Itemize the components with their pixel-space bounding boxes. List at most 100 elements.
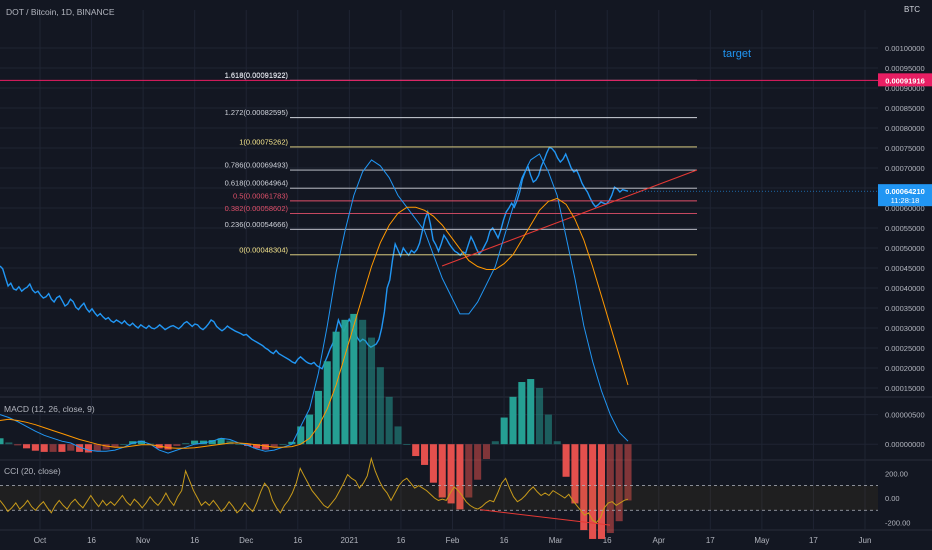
macd-histogram-bar <box>323 361 331 445</box>
macd-histogram-bar <box>279 444 287 445</box>
x-tick-label: Feb <box>446 536 460 545</box>
macd-histogram-bar <box>58 444 66 452</box>
macd-histogram-bar <box>226 440 234 445</box>
fib-level-label: 1.272(0.00082595) <box>225 108 289 117</box>
macd-histogram-bar <box>509 396 517 445</box>
macd-histogram-bar <box>252 444 261 449</box>
macd-histogram-bar <box>22 444 31 449</box>
y-tick-label: 0.00055000 <box>885 224 925 233</box>
x-tick-label: 16 <box>396 536 405 545</box>
target-price-label: 0.00091916 <box>885 76 925 85</box>
macd-histogram-bar <box>261 444 269 450</box>
fib-level-label: 1(0.00075262) <box>239 137 288 146</box>
y-tick-label: 0.00025000 <box>885 344 925 353</box>
x-tick-label: 17 <box>809 536 818 545</box>
macd-histogram-bar <box>367 337 376 445</box>
current-price-label: 0.00064210 <box>885 187 925 196</box>
y-tick-label: 0.00015000 <box>885 384 925 393</box>
macd-histogram-bar <box>376 367 384 445</box>
cci-divergence-line <box>479 509 611 526</box>
y-tick-label: 0.00075000 <box>885 144 925 153</box>
macd-histogram-bar <box>615 444 623 522</box>
macd-histogram-bar <box>102 444 110 450</box>
macd-histogram-bar <box>553 441 561 445</box>
trend-line <box>441 169 698 267</box>
macd-histogram-bar <box>5 442 13 445</box>
macd-histogram-bar <box>93 444 101 452</box>
x-tick-label: Apr <box>653 536 666 545</box>
x-tick-label: Mar <box>549 536 563 545</box>
macd-histogram-bar <box>314 390 322 445</box>
macd-histogram-bar <box>182 443 190 445</box>
x-tick-label: Dec <box>239 536 253 545</box>
macd-histogram-bar <box>40 444 48 452</box>
macd-histogram-bar <box>111 444 119 448</box>
y-tick-label: 0.00100000 <box>885 44 925 53</box>
macd-histogram-bar <box>606 444 614 534</box>
macd-histogram-bar <box>456 444 464 510</box>
y-tick-label: 0.00020000 <box>885 364 925 373</box>
cci-band-fill <box>0 485 878 511</box>
x-tick-label: Nov <box>136 536 150 545</box>
fib-level-label: 0.786(0.00069493) <box>225 161 289 170</box>
macd-title: MACD (12, 26, close, 9) <box>4 404 95 414</box>
macd-histogram-bar <box>536 387 544 445</box>
macd-histogram-bar <box>482 444 491 459</box>
cci-y-tick-label: 0.00 <box>885 494 900 503</box>
cci-y-tick-label: -200.00 <box>885 519 910 528</box>
macd-histogram-bar <box>589 444 597 539</box>
macd-histogram-bar <box>544 414 552 445</box>
macd-histogram-bar <box>394 426 402 445</box>
macd-histogram-bar <box>359 319 367 445</box>
macd-histogram-bar <box>491 441 499 445</box>
macd-histogram-bar <box>120 444 128 445</box>
x-tick-label: 16 <box>603 536 612 545</box>
macd-histogram-bar <box>137 440 146 445</box>
x-tick-label: 16 <box>190 536 199 545</box>
macd-histogram-bar <box>412 444 420 457</box>
macd-histogram-bar <box>350 313 358 445</box>
macd-histogram-bar <box>84 444 92 453</box>
macd-histogram-bar <box>14 444 22 446</box>
macd-histogram-bar <box>385 396 393 445</box>
y-tick-label: 0.00085000 <box>885 104 925 113</box>
macd-histogram-bar <box>474 444 482 480</box>
macd-histogram-bar <box>306 414 314 445</box>
macd-histogram-bar <box>208 440 216 445</box>
fib-level-label: 1.618(0.00091922) <box>225 71 289 80</box>
y-tick-label: 0.00090000 <box>885 84 925 93</box>
macd-line <box>0 153 629 454</box>
macd-histogram-bar <box>580 444 588 531</box>
x-tick-label: 16 <box>87 536 96 545</box>
macd-histogram-bar <box>429 444 437 483</box>
cci-y-tick-label: 200.00 <box>885 469 908 478</box>
currency-label: BTC <box>904 5 920 14</box>
signal-line <box>0 197 629 449</box>
fib-level-label: 0(0.00048304) <box>239 245 288 254</box>
y-tick-label: 0.00070000 <box>885 164 925 173</box>
macd-histogram-bar <box>217 438 225 445</box>
macd-histogram-bar <box>597 444 606 539</box>
x-tick-label: May <box>754 536 769 545</box>
macd-histogram-bar <box>438 444 446 498</box>
x-tick-label: 16 <box>293 536 302 545</box>
fib-level-label: 0.236(0.00054666) <box>225 220 289 229</box>
target-price-tag <box>878 73 932 87</box>
macd-histogram-bar <box>235 444 243 445</box>
y-tick-label: 0.00030000 <box>885 324 925 333</box>
macd-histogram-bar <box>288 441 296 445</box>
macd-histogram-bar <box>49 444 57 452</box>
macd-histogram-bar <box>562 444 570 477</box>
y-tick-label: 0.00035000 <box>885 304 925 313</box>
macd-y-tick-label: 0.00000500 <box>885 411 925 420</box>
macd-histogram-bar <box>421 444 429 465</box>
macd-histogram-bar <box>518 382 526 445</box>
macd-histogram-bar <box>341 319 349 445</box>
macd-histogram-bar <box>0 438 4 445</box>
macd-histogram-bar <box>297 426 305 445</box>
fib-level-label: 0.618(0.00064964) <box>225 179 289 188</box>
x-tick-label: 2021 <box>340 536 358 545</box>
x-tick-label: 17 <box>706 536 715 545</box>
y-tick-label: 0.00060000 <box>885 204 925 213</box>
